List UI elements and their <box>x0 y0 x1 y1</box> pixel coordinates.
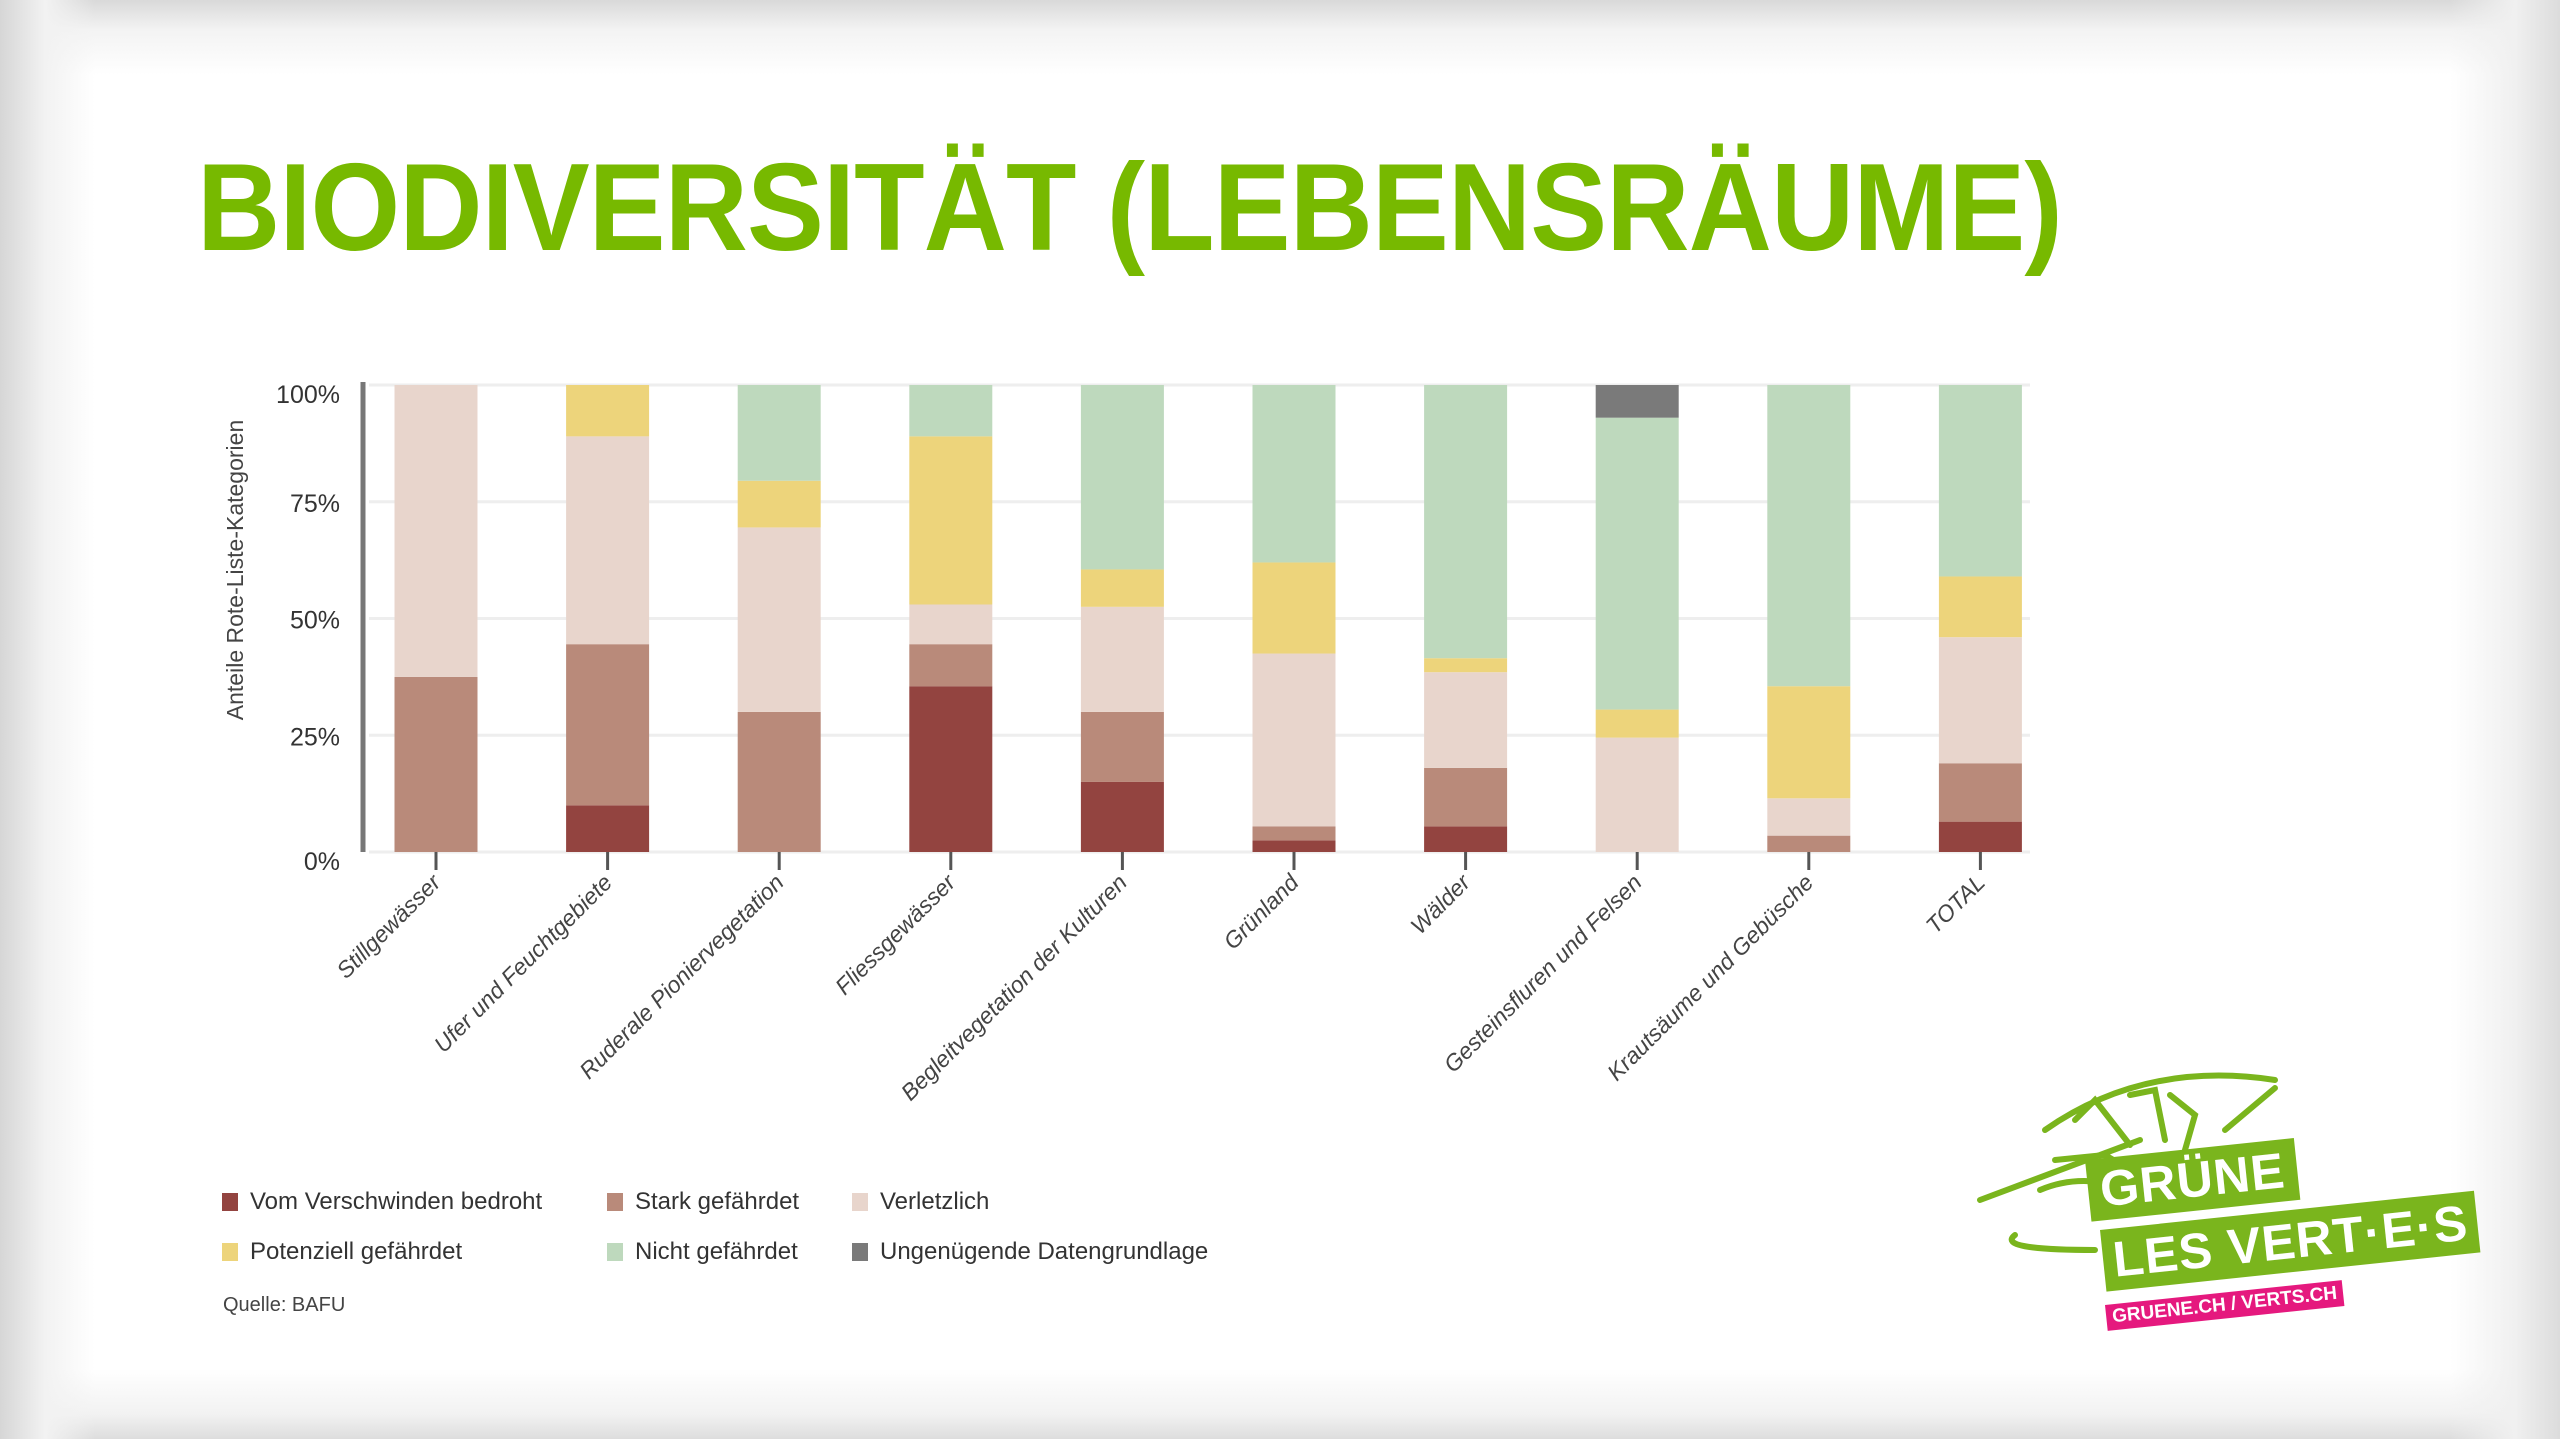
bar-segment <box>909 385 993 437</box>
y-tick-label: 100% <box>276 381 340 409</box>
bar-segment <box>1595 385 1679 418</box>
bar-segment <box>1938 385 2022 577</box>
legend-swatch <box>607 1193 623 1211</box>
x-tick-label: Grünland <box>1218 868 1304 954</box>
bar-segment <box>1080 606 1164 712</box>
bar-stack <box>1080 385 1164 852</box>
legend-label: Ungenügende Datengrundlage <box>880 1238 1209 1265</box>
x-tick-label: TOTAL <box>1921 869 1990 938</box>
bar-segment <box>1080 711 1164 782</box>
x-tick-label: Fliessgewässer <box>830 868 961 999</box>
bars <box>394 385 2022 852</box>
bar-segment <box>909 686 993 852</box>
bar-segment <box>737 527 821 712</box>
bar-stack <box>1252 385 1336 852</box>
bar-stack <box>1938 385 2022 852</box>
legend-swatch <box>222 1193 238 1211</box>
bar-segment <box>1938 821 2022 852</box>
bar-segment <box>394 676 478 852</box>
bar-segment <box>1767 385 1851 687</box>
legend-label: Verletzlich <box>880 1188 990 1215</box>
legend-item-vom-verschwinden-bedroht: Vom Verschwinden bedroht <box>222 1185 607 1219</box>
bar-stack <box>394 385 478 852</box>
y-tick-label: 0% <box>304 848 340 876</box>
legend-swatch <box>222 1243 238 1261</box>
bar-segment <box>566 644 650 806</box>
bar-segment <box>1252 562 1336 654</box>
bar-segment <box>394 385 478 677</box>
bar-segment <box>1938 576 2022 638</box>
bar-segment <box>1252 826 1336 841</box>
legend-item-verletzlich: Verletzlich <box>852 1185 1282 1219</box>
bar-segment <box>566 385 650 437</box>
bar-segment <box>1252 653 1336 827</box>
bar-segment <box>737 480 821 528</box>
x-tick-label: Wälder <box>1405 868 1476 939</box>
bar-segment <box>1938 763 2022 822</box>
bar-stack <box>566 385 650 852</box>
bar-stack <box>909 385 993 852</box>
bar-segment <box>1767 798 1851 836</box>
legend-item-stark-gefaehrdet: Stark gefährdet <box>607 1185 852 1219</box>
bar-segment <box>1767 686 1851 799</box>
y-tick-labels: 0% 25% 50% 75% 100% <box>276 381 340 876</box>
bar-stack <box>737 385 821 852</box>
bar-stack <box>1595 385 1679 852</box>
slide-title: BIODIVERSITÄT (LEBENSRÄUME) <box>197 139 2063 277</box>
bar-segment <box>1080 781 1164 852</box>
x-tick-label: Gesteinsfluren und Felsen <box>1438 869 1646 1077</box>
bar-segment <box>1595 417 1679 710</box>
bar-segment <box>1938 637 2022 764</box>
bar-segment <box>1080 385 1164 570</box>
legend-label: Stark gefährdet <box>635 1188 800 1215</box>
legend-label: Vom Verschwinden bedroht <box>250 1188 543 1215</box>
legend-swatch <box>852 1243 868 1261</box>
gruene-logo: GRÜNE LES VERT·E·S GRUENE.CH / VERTS.CH <box>1955 1050 2481 1360</box>
bar-segment <box>909 644 993 687</box>
legend-item-ungenuegende-datengrundlage: Ungenügende Datengrundlage <box>852 1235 1282 1269</box>
bar-segment <box>1252 840 1336 852</box>
bar-segment <box>909 436 993 605</box>
bar-segment <box>1424 767 1508 827</box>
x-tick-label: Stillgewässer <box>331 868 446 983</box>
y-tick-label: 50% <box>290 607 340 635</box>
x-tick-label: Ufer und Feuchtgebiete <box>429 869 617 1057</box>
legend-swatch <box>607 1243 623 1261</box>
x-tick-label: Ruderale Pioniervegetation <box>574 869 789 1084</box>
bar-segment <box>1252 385 1336 563</box>
bar-segment <box>1595 737 1679 852</box>
bar-segment <box>737 385 821 481</box>
bar-segment <box>1080 569 1164 607</box>
bar-stack <box>1767 385 1851 852</box>
bar-segment <box>737 711 821 852</box>
y-axis-title: Anteile Rote-Liste-Kategorien <box>222 420 248 720</box>
source-note: Quelle: BAFU <box>223 1294 346 1316</box>
legend-item-potenziell-gefaehrdet: Potenziell gefährdet <box>222 1235 607 1269</box>
x-tick-marks <box>434 852 1982 870</box>
legend-item-nicht-gefaehrdet: Nicht gefährdet <box>607 1235 852 1269</box>
y-tick-label: 25% <box>290 723 340 751</box>
legend-label: Potenziell gefährdet <box>250 1238 463 1265</box>
legend-label: Nicht gefährdet <box>635 1238 798 1265</box>
x-tick-label: Krautsäume und Gebüsche <box>1602 869 1818 1085</box>
bar-stack <box>1424 385 1508 852</box>
y-tick-label: 75% <box>290 490 340 518</box>
chart-legend: Vom Verschwinden bedroht Stark gefährdet… <box>222 1185 1322 1269</box>
bar-segment <box>1767 835 1851 852</box>
bar-segment <box>1595 709 1679 738</box>
bar-segment <box>1424 385 1508 659</box>
bar-segment <box>909 604 993 645</box>
bar-segment <box>566 436 650 645</box>
bar-segment <box>1424 826 1508 852</box>
bar-segment <box>1424 672 1508 768</box>
legend-swatch <box>852 1193 868 1211</box>
bar-segment <box>1424 658 1508 673</box>
bar-segment <box>566 805 650 852</box>
